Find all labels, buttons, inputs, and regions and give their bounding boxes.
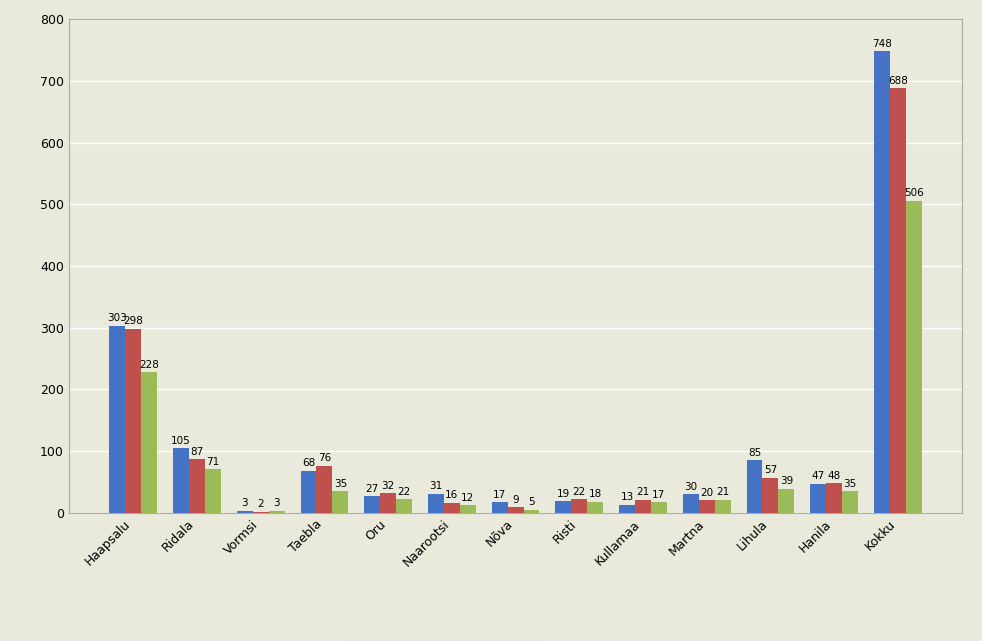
- Bar: [523, 510, 539, 513]
- Text: 20: 20: [700, 488, 713, 498]
- Text: 2: 2: [257, 499, 264, 509]
- Text: 3: 3: [242, 499, 248, 508]
- Text: 12: 12: [462, 493, 474, 503]
- Bar: [682, 494, 699, 513]
- Bar: [779, 488, 794, 513]
- Bar: [890, 88, 905, 513]
- Text: 688: 688: [888, 76, 907, 86]
- Bar: [126, 329, 141, 513]
- Bar: [762, 478, 779, 513]
- Bar: [699, 501, 715, 513]
- Bar: [205, 469, 221, 513]
- Text: 76: 76: [318, 453, 331, 463]
- Bar: [746, 460, 762, 513]
- Text: 9: 9: [513, 495, 518, 504]
- Text: 16: 16: [445, 490, 459, 501]
- Text: 57: 57: [764, 465, 777, 475]
- Text: 13: 13: [621, 492, 633, 503]
- Text: 31: 31: [429, 481, 443, 491]
- Bar: [141, 372, 157, 513]
- Bar: [874, 51, 890, 513]
- Text: 35: 35: [334, 479, 347, 488]
- Text: 32: 32: [381, 481, 395, 490]
- Bar: [252, 512, 269, 513]
- Bar: [396, 499, 412, 513]
- Bar: [508, 507, 523, 513]
- Bar: [635, 500, 651, 513]
- Bar: [572, 499, 587, 513]
- Bar: [332, 491, 349, 513]
- Text: 48: 48: [828, 470, 841, 481]
- Bar: [619, 504, 635, 513]
- Text: 228: 228: [139, 360, 159, 370]
- Bar: [810, 484, 826, 513]
- Bar: [428, 494, 444, 513]
- Bar: [492, 503, 508, 513]
- Text: 506: 506: [903, 188, 924, 198]
- Bar: [300, 471, 316, 513]
- Bar: [364, 496, 380, 513]
- Bar: [843, 491, 858, 513]
- Bar: [189, 459, 205, 513]
- Bar: [444, 503, 460, 513]
- Text: 30: 30: [684, 482, 697, 492]
- Bar: [237, 511, 252, 513]
- Text: 47: 47: [811, 471, 825, 481]
- Bar: [587, 502, 603, 513]
- Bar: [173, 448, 189, 513]
- Text: 85: 85: [748, 448, 761, 458]
- Text: 105: 105: [171, 435, 191, 445]
- Text: 19: 19: [557, 488, 570, 499]
- Text: 298: 298: [124, 317, 143, 326]
- Bar: [826, 483, 843, 513]
- Text: 748: 748: [872, 39, 892, 49]
- Text: 39: 39: [780, 476, 793, 487]
- Text: 17: 17: [652, 490, 666, 500]
- Bar: [316, 466, 332, 513]
- Text: 5: 5: [528, 497, 535, 507]
- Text: 35: 35: [844, 479, 856, 488]
- Bar: [269, 511, 285, 513]
- Text: 21: 21: [716, 487, 730, 497]
- Bar: [460, 505, 475, 513]
- Text: 68: 68: [301, 458, 315, 469]
- Text: 27: 27: [365, 484, 379, 494]
- Text: 71: 71: [206, 456, 220, 467]
- Text: 3: 3: [273, 499, 280, 508]
- Bar: [905, 201, 922, 513]
- Bar: [556, 501, 572, 513]
- Bar: [380, 493, 396, 513]
- Text: 303: 303: [107, 313, 128, 324]
- Text: 18: 18: [588, 489, 602, 499]
- Text: 22: 22: [573, 487, 586, 497]
- Text: 21: 21: [636, 487, 650, 497]
- Text: 17: 17: [493, 490, 507, 500]
- Bar: [651, 503, 667, 513]
- Bar: [715, 500, 731, 513]
- Text: 22: 22: [398, 487, 410, 497]
- Bar: [109, 326, 126, 513]
- Text: 87: 87: [191, 447, 203, 456]
